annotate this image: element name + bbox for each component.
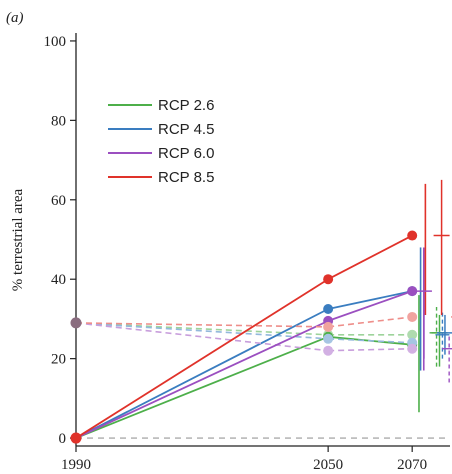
x-tick-label: 2050: [313, 457, 343, 473]
series-layer: [70, 183, 427, 444]
y-tick-label: 60: [51, 193, 66, 209]
summary-dashed-0: [429, 307, 444, 367]
y-tick-label: 40: [51, 272, 66, 288]
y-axis-label: % terrestrial area: [10, 188, 26, 291]
summary-dashed-1: [435, 310, 450, 359]
series-rcp-4-5: [75, 247, 422, 439]
solid-segment: [327, 234, 413, 281]
x-tick-label: 2070: [397, 457, 427, 473]
solid-point: [323, 274, 334, 285]
legend-item: RCP 4.5: [108, 121, 214, 138]
dashed-segment: [75, 322, 329, 340]
solid-point: [407, 230, 418, 241]
solid-segment: [75, 335, 329, 439]
solid-segment: [327, 290, 413, 322]
dashed-point: [407, 329, 418, 340]
legend-label: RCP 6.0: [158, 145, 214, 162]
series-rcp-6-0: [75, 247, 425, 439]
panel-label: (a): [6, 10, 24, 26]
y-tick-label: 80: [51, 113, 66, 129]
summary-dashed-2: [442, 334, 452, 383]
summary-solid-2: [415, 290, 432, 359]
dashed-point: [407, 343, 418, 354]
legend-item: RCP 6.0: [108, 145, 214, 162]
legend: RCP 2.6 RCP 4.5 RCP 6.0 RCP 8.5: [108, 97, 214, 186]
start-points: [70, 317, 82, 444]
summary-layer: [415, 179, 452, 383]
x-tick-label: 1990: [61, 457, 91, 473]
solid-segment: [75, 320, 329, 439]
solid-segment: [75, 278, 329, 439]
solid-segment: [75, 308, 329, 439]
axes: 0 20 40 60 80 100 1990 2050 2070: [44, 33, 450, 473]
series-rcp-2-6: [75, 295, 420, 439]
summary-solid-3: [433, 179, 450, 315]
y-tick-label: 20: [51, 352, 66, 368]
dashed-segment: [75, 322, 329, 352]
series-rcp-8-5: [75, 183, 427, 439]
start-point-solid: [70, 432, 82, 444]
y-tick-label: 100: [44, 34, 67, 50]
solid-point: [323, 303, 334, 314]
dashed-point: [323, 321, 334, 332]
legend-label: RCP 8.5: [158, 169, 214, 186]
dashed-segment: [328, 347, 413, 352]
legend-label: RCP 4.5: [158, 121, 214, 138]
solid-segment: [327, 290, 413, 310]
legend-label: RCP 2.6: [158, 97, 214, 114]
dashed-point: [323, 345, 334, 356]
y-tick-label: 0: [59, 431, 67, 447]
solid-point: [407, 286, 418, 297]
dashed-segment: [75, 322, 329, 328]
dashed-segment: [328, 316, 413, 328]
dashed-point: [407, 311, 418, 322]
dashed-point: [323, 333, 334, 344]
dashed-segment: [328, 337, 413, 344]
legend-item: RCP 8.5: [108, 169, 214, 186]
start-point-dashed: [70, 317, 82, 329]
legend-item: RCP 2.6: [108, 97, 214, 114]
